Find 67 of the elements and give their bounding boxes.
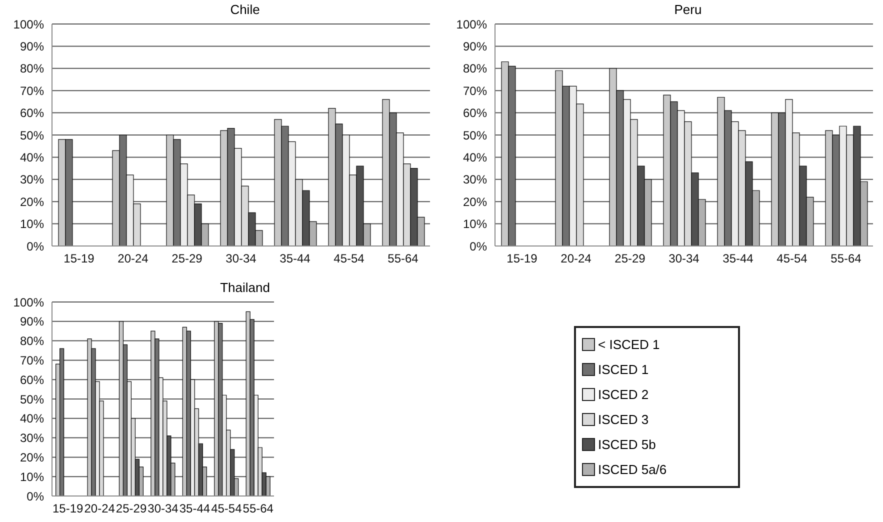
y-tick-label: 100% (13, 295, 44, 310)
bar (218, 323, 223, 496)
x-tick-label: 25-29 (172, 252, 203, 266)
y-tick-label: 20% (20, 450, 44, 464)
y-tick-label: 10% (462, 217, 488, 232)
y-tick-label: 40% (462, 150, 488, 164)
x-tick-label: 35-44 (722, 252, 754, 266)
x-tick-label: 15-19 (506, 252, 538, 266)
bar (266, 476, 270, 496)
legend-label: ISCED 2 (598, 387, 649, 402)
x-tick-label: 15-19 (52, 502, 84, 516)
y-tick-label: 90% (462, 39, 488, 54)
chart-title: Peru (673, 2, 703, 17)
y-tick-label: 60% (20, 372, 44, 387)
y-tick-label: 40% (20, 150, 44, 164)
y-tick-label: 50% (20, 128, 44, 142)
y-tick-label: 100% (13, 17, 44, 32)
legend-label: ISCED 3 (598, 412, 649, 427)
x-tick-label: 20-24 (118, 252, 149, 266)
x-tick-label: 25-29 (116, 502, 147, 516)
y-tick-label: 80% (20, 62, 44, 76)
y-tick-label: 20% (462, 194, 488, 209)
x-tick-label: 45-54 (211, 502, 242, 516)
legend-label: ISCED 5b (598, 437, 656, 452)
x-tick-label: 55-64 (242, 502, 274, 516)
x-tick-label: 55-64 (388, 252, 419, 266)
legend-label: < ISCED 1 (598, 337, 660, 352)
y-tick-label: 50% (462, 128, 488, 142)
y-tick-label: 30% (462, 172, 488, 187)
y-tick-label: 80% (462, 62, 488, 76)
x-tick-label: 20-24 (560, 252, 592, 266)
chart-title: Chile (229, 2, 261, 17)
x-tick-label: 30-34 (148, 502, 179, 516)
y-tick-label: 10% (20, 217, 44, 232)
x-tick-label: 30-34 (668, 252, 700, 266)
y-tick-label: 70% (20, 353, 44, 368)
y-tick-label: 20% (20, 194, 44, 209)
x-tick-label: 55-64 (830, 252, 862, 266)
y-tick-label: 60% (20, 106, 44, 120)
y-tick-label: 10% (20, 470, 44, 484)
x-tick-label: 15-19 (64, 252, 95, 266)
y-tick-label: 0% (26, 239, 44, 254)
y-tick-label: 80% (20, 334, 44, 348)
x-tick-label: 35-44 (280, 252, 311, 266)
legend-label: ISCED 5a/6 (598, 462, 667, 477)
y-tick-label: 0% (470, 239, 488, 254)
bar (186, 330, 191, 496)
y-tick-label: 90% (20, 314, 44, 329)
y-tick-label: 30% (20, 431, 44, 446)
x-tick-label: 35-44 (179, 502, 210, 516)
x-tick-label: 30-34 (226, 252, 257, 266)
y-tick-label: 60% (462, 106, 488, 120)
y-tick-label: 50% (20, 392, 44, 406)
x-tick-label: 25-29 (614, 252, 646, 266)
y-tick-label: 30% (20, 172, 44, 187)
y-tick-label: 70% (462, 84, 488, 98)
x-tick-label: 45-54 (776, 252, 808, 266)
x-tick-label: 45-54 (334, 252, 365, 266)
y-tick-label: 40% (20, 412, 44, 426)
legend-label: ISCED 1 (598, 362, 649, 377)
y-tick-label: 70% (20, 84, 44, 98)
y-tick-label: 0% (26, 489, 44, 504)
y-tick-label: 100% (456, 17, 488, 32)
y-tick-label: 90% (20, 39, 44, 54)
x-tick-label: 20-24 (84, 502, 116, 516)
chart-title: Thailand (219, 280, 271, 295)
bar (60, 348, 64, 496)
